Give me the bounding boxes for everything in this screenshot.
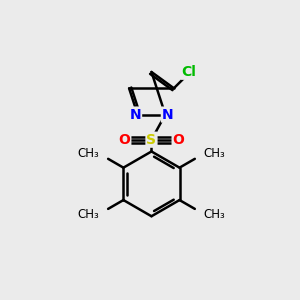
- Text: CH₃: CH₃: [204, 208, 226, 220]
- Text: O: O: [118, 133, 130, 147]
- Text: O: O: [172, 133, 184, 147]
- Text: N: N: [162, 108, 173, 122]
- Text: CH₃: CH₃: [77, 147, 99, 160]
- Text: CH₃: CH₃: [204, 147, 226, 160]
- Text: CH₃: CH₃: [77, 208, 99, 220]
- Text: Cl: Cl: [182, 65, 196, 79]
- Text: N: N: [130, 108, 141, 122]
- Text: S: S: [146, 133, 157, 147]
